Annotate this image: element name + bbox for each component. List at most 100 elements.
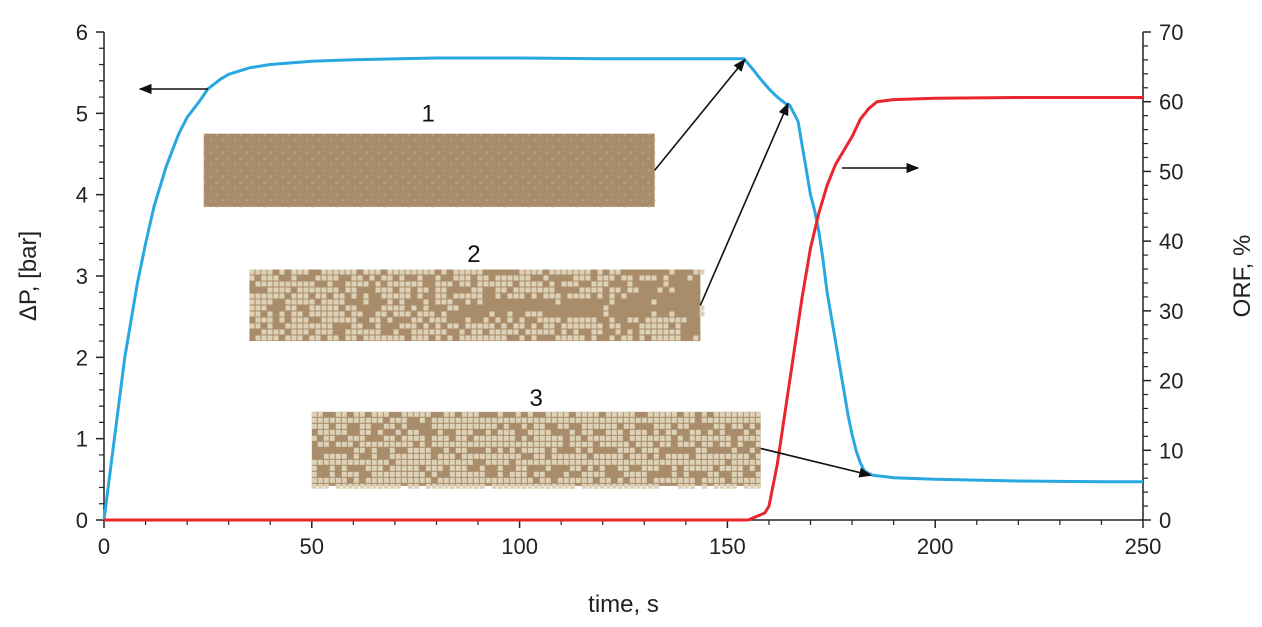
pore bbox=[365, 199, 368, 202]
oil-patch bbox=[701, 411, 707, 417]
oil-patch bbox=[329, 435, 335, 441]
oil-patch bbox=[407, 477, 413, 483]
oil-patch bbox=[455, 465, 461, 471]
oil-patch bbox=[605, 411, 611, 417]
oil-patch bbox=[629, 447, 635, 453]
oil-patch bbox=[351, 293, 357, 299]
oil-patch bbox=[525, 287, 531, 293]
oil-patch bbox=[509, 477, 515, 483]
pore bbox=[203, 157, 206, 160]
oil-patch bbox=[399, 323, 405, 329]
pore bbox=[653, 175, 656, 178]
oil-patch bbox=[479, 417, 485, 423]
oil-patch bbox=[617, 483, 623, 489]
oil-patch bbox=[497, 459, 503, 465]
oil-patch bbox=[677, 477, 683, 483]
pore bbox=[557, 199, 560, 202]
oil-patch bbox=[569, 441, 575, 447]
oil-patch bbox=[497, 477, 503, 483]
oil-patch bbox=[333, 305, 339, 311]
oil-patch bbox=[377, 465, 383, 471]
oil-patch bbox=[431, 483, 437, 489]
oil-patch bbox=[501, 275, 507, 281]
pore bbox=[293, 139, 296, 142]
oil-patch bbox=[377, 417, 383, 423]
pore bbox=[461, 199, 464, 202]
pore bbox=[203, 169, 206, 172]
oil-patch bbox=[353, 447, 359, 453]
oil-patch bbox=[617, 459, 623, 465]
oil-patch bbox=[513, 275, 519, 281]
pore bbox=[503, 169, 506, 172]
oil-patch bbox=[467, 477, 473, 483]
pore bbox=[233, 151, 236, 154]
pore bbox=[299, 181, 302, 184]
oil-patch bbox=[597, 323, 603, 329]
oil-patch bbox=[555, 317, 561, 323]
oil-patch bbox=[311, 417, 317, 423]
pore bbox=[527, 193, 530, 196]
oil-patch bbox=[351, 335, 357, 341]
pore bbox=[545, 175, 548, 178]
oil-patch bbox=[323, 453, 329, 459]
pore bbox=[569, 163, 572, 166]
oil-patch bbox=[267, 317, 273, 323]
pore bbox=[383, 169, 386, 172]
oil-patch bbox=[449, 477, 455, 483]
oil-patch bbox=[407, 429, 413, 435]
left-y-tick-label: 0 bbox=[76, 508, 88, 533]
oil-patch bbox=[431, 417, 437, 423]
arrow-inset3-to-curve bbox=[760, 447, 873, 478]
oil-patch bbox=[611, 411, 617, 417]
pore bbox=[617, 187, 620, 190]
pore bbox=[527, 157, 530, 160]
pore bbox=[497, 199, 500, 202]
pore bbox=[449, 199, 452, 202]
oil-patch bbox=[443, 477, 449, 483]
oil-patch bbox=[527, 429, 533, 435]
oil-patch bbox=[387, 281, 393, 287]
pore bbox=[413, 139, 416, 142]
pore bbox=[359, 145, 362, 148]
oil-patch bbox=[533, 471, 539, 477]
pore bbox=[359, 157, 362, 160]
oil-patch bbox=[609, 317, 615, 323]
oil-patch bbox=[249, 269, 255, 275]
oil-patch bbox=[737, 441, 743, 447]
pore bbox=[383, 157, 386, 160]
oil-patch bbox=[393, 311, 399, 317]
oil-patch bbox=[417, 335, 423, 341]
oil-patch bbox=[443, 447, 449, 453]
oil-patch bbox=[291, 323, 297, 329]
oil-patch bbox=[557, 411, 563, 417]
oil-patch bbox=[335, 477, 341, 483]
oil-patch bbox=[677, 417, 683, 423]
pore bbox=[245, 151, 248, 154]
pore bbox=[623, 133, 626, 136]
oil-patch bbox=[459, 269, 465, 275]
oil-patch bbox=[437, 477, 443, 483]
oil-patch bbox=[459, 293, 465, 299]
oil-patch bbox=[389, 477, 395, 483]
oil-patch bbox=[321, 311, 327, 317]
oil-patch bbox=[465, 317, 471, 323]
oil-patch bbox=[447, 299, 453, 305]
oil-patch bbox=[407, 441, 413, 447]
oil-patch bbox=[503, 441, 509, 447]
oil-patch bbox=[755, 435, 761, 441]
pore bbox=[485, 151, 488, 154]
oil-patch bbox=[437, 429, 443, 435]
left-y-tick-label: 2 bbox=[76, 345, 88, 370]
oil-patch bbox=[393, 281, 399, 287]
pore bbox=[521, 187, 524, 190]
oil-patch bbox=[719, 429, 725, 435]
pore bbox=[209, 187, 212, 190]
pore bbox=[623, 145, 626, 148]
oil-patch bbox=[695, 459, 701, 465]
pore bbox=[323, 193, 326, 196]
oil-patch bbox=[351, 311, 357, 317]
oil-patch bbox=[693, 269, 699, 275]
pore bbox=[533, 175, 536, 178]
oil-patch bbox=[449, 411, 455, 417]
pore bbox=[299, 145, 302, 148]
